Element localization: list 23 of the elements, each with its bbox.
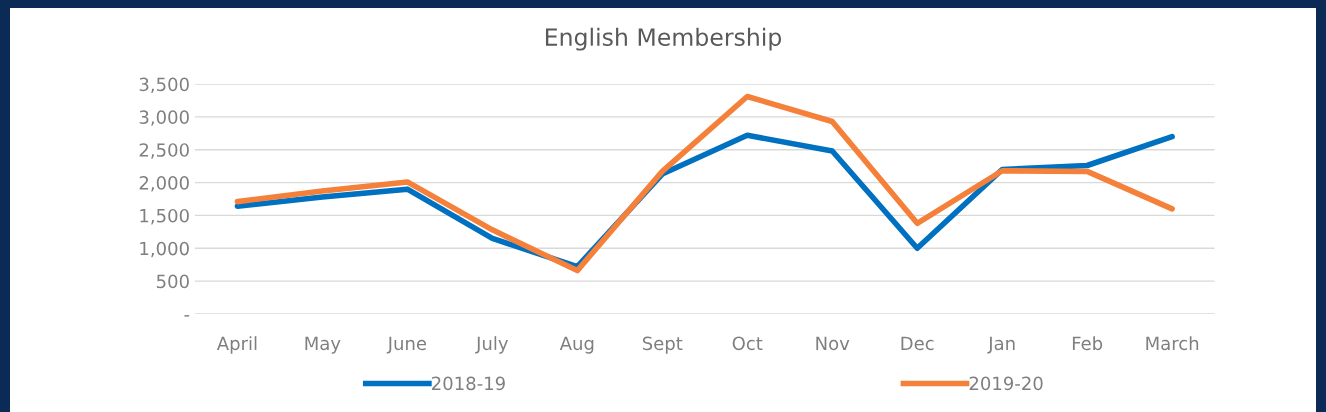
x-tick-label: Dec bbox=[901, 336, 934, 351]
y-tick-label: 1,000 bbox=[140, 241, 189, 258]
x-tick-label: May bbox=[305, 336, 341, 354]
legend-label: 2018-19 bbox=[432, 376, 505, 391]
x-tick-label: July bbox=[475, 336, 509, 354]
y-tick-label: 3,500 bbox=[139, 77, 189, 94]
legend-label: 2019-20 bbox=[969, 376, 1043, 391]
y-tick-label: 3,000 bbox=[139, 110, 189, 126]
y-tick-label: 2,000 bbox=[139, 176, 189, 192]
x-tick-label: Feb bbox=[1072, 336, 1103, 351]
y-tick-label: - bbox=[184, 315, 190, 317]
x-tick-label: Oct bbox=[732, 336, 763, 351]
x-tick-label: Sept bbox=[642, 336, 683, 354]
x-tick-label: March bbox=[1146, 336, 1199, 351]
x-tick-label: April bbox=[216, 336, 257, 354]
x-tick-label: June bbox=[386, 336, 427, 354]
y-tick-label: 2,500 bbox=[139, 143, 189, 159]
x-tick-label: Nov bbox=[816, 336, 850, 351]
chart-title: English Membership bbox=[545, 27, 782, 51]
y-tick-label: 500 bbox=[156, 274, 189, 289]
x-tick-label: Jan bbox=[987, 336, 1015, 354]
x-tick-label: Aug bbox=[559, 336, 594, 354]
y-tick-label: 1,500 bbox=[140, 208, 189, 225]
